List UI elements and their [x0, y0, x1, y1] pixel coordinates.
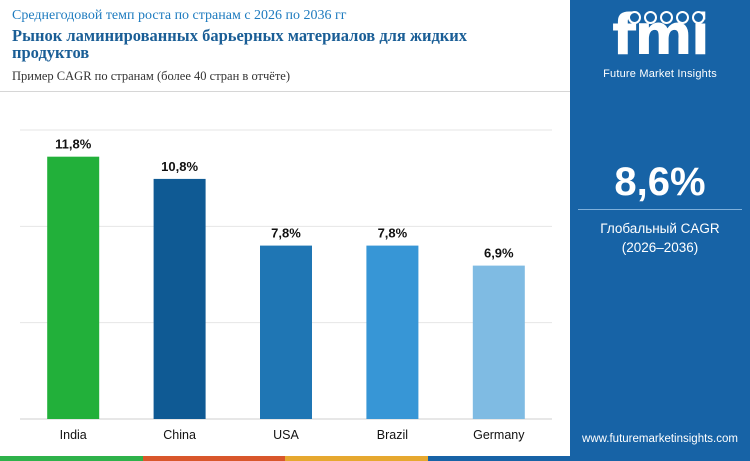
- logo-globe-icons: [628, 11, 728, 25]
- chart-header: Среднегодовой темп роста по странам с 20…: [0, 0, 570, 92]
- globe-icon: [676, 11, 689, 24]
- global-cagr-period: (2026–2036): [621, 240, 699, 255]
- global-cagr-value: 8,6%: [614, 160, 706, 204]
- side-panel: fmi Future Market Insights 8,6% Глобальн…: [570, 0, 750, 461]
- bar-value-label: 7,8%: [271, 226, 301, 241]
- fmi-logo: fmi Future Market Insights: [592, 8, 728, 84]
- bar-value-label: 7,8%: [378, 226, 408, 241]
- stripe-segment: [0, 456, 143, 461]
- bar-china: [153, 178, 206, 419]
- bar-usa: [260, 245, 312, 419]
- globe-icon: [692, 11, 705, 24]
- bar-value-label: 6,9%: [484, 246, 514, 261]
- bar-india: [47, 156, 100, 419]
- stripe-segment: [142, 456, 285, 461]
- chart-subtitle: Среднегодовой темп роста по странам с 20…: [12, 8, 347, 23]
- x-tick-label: Brazil: [377, 428, 408, 442]
- x-axis-ticks: India China USA Brazil Germany: [60, 428, 526, 442]
- x-tick-label: China: [163, 428, 196, 442]
- globe-icon: [628, 11, 641, 24]
- bar-value-label: 10,8%: [161, 159, 198, 174]
- bar-value-label: 11,8%: [55, 137, 92, 152]
- chart-title: Рынок ламинированных барьерных материало…: [12, 26, 468, 62]
- bar-value-labels: 11,8% 10,8% 7,8% 7,8% 6,9%: [55, 137, 514, 261]
- stripe-segment: [427, 456, 570, 461]
- chart-caption: Пример CAGR по странам (более 40 стран в…: [12, 69, 291, 83]
- logo-tagline: Future Market Insights: [603, 68, 717, 80]
- header-divider: [0, 91, 570, 92]
- x-tick-label: Germany: [473, 428, 525, 442]
- x-tick-label: India: [60, 428, 87, 442]
- globe-icon: [644, 11, 657, 24]
- global-divider: [578, 209, 742, 210]
- bar-brazil: [366, 245, 419, 419]
- global-cagr-label: Глобальный CAGR: [600, 221, 720, 236]
- globe-icon: [660, 11, 673, 24]
- bottom-color-stripe: [0, 456, 570, 461]
- stripe-segment: [285, 456, 428, 461]
- website-link[interactable]: www.futuremarketinsights.com: [582, 433, 738, 445]
- bar-germany: [472, 265, 525, 419]
- bars: [47, 156, 525, 419]
- x-tick-label: USA: [273, 428, 299, 442]
- bar-chart: 11,8% 10,8% 7,8% 7,8% 6,9% India China USA Braz…: [20, 129, 552, 442]
